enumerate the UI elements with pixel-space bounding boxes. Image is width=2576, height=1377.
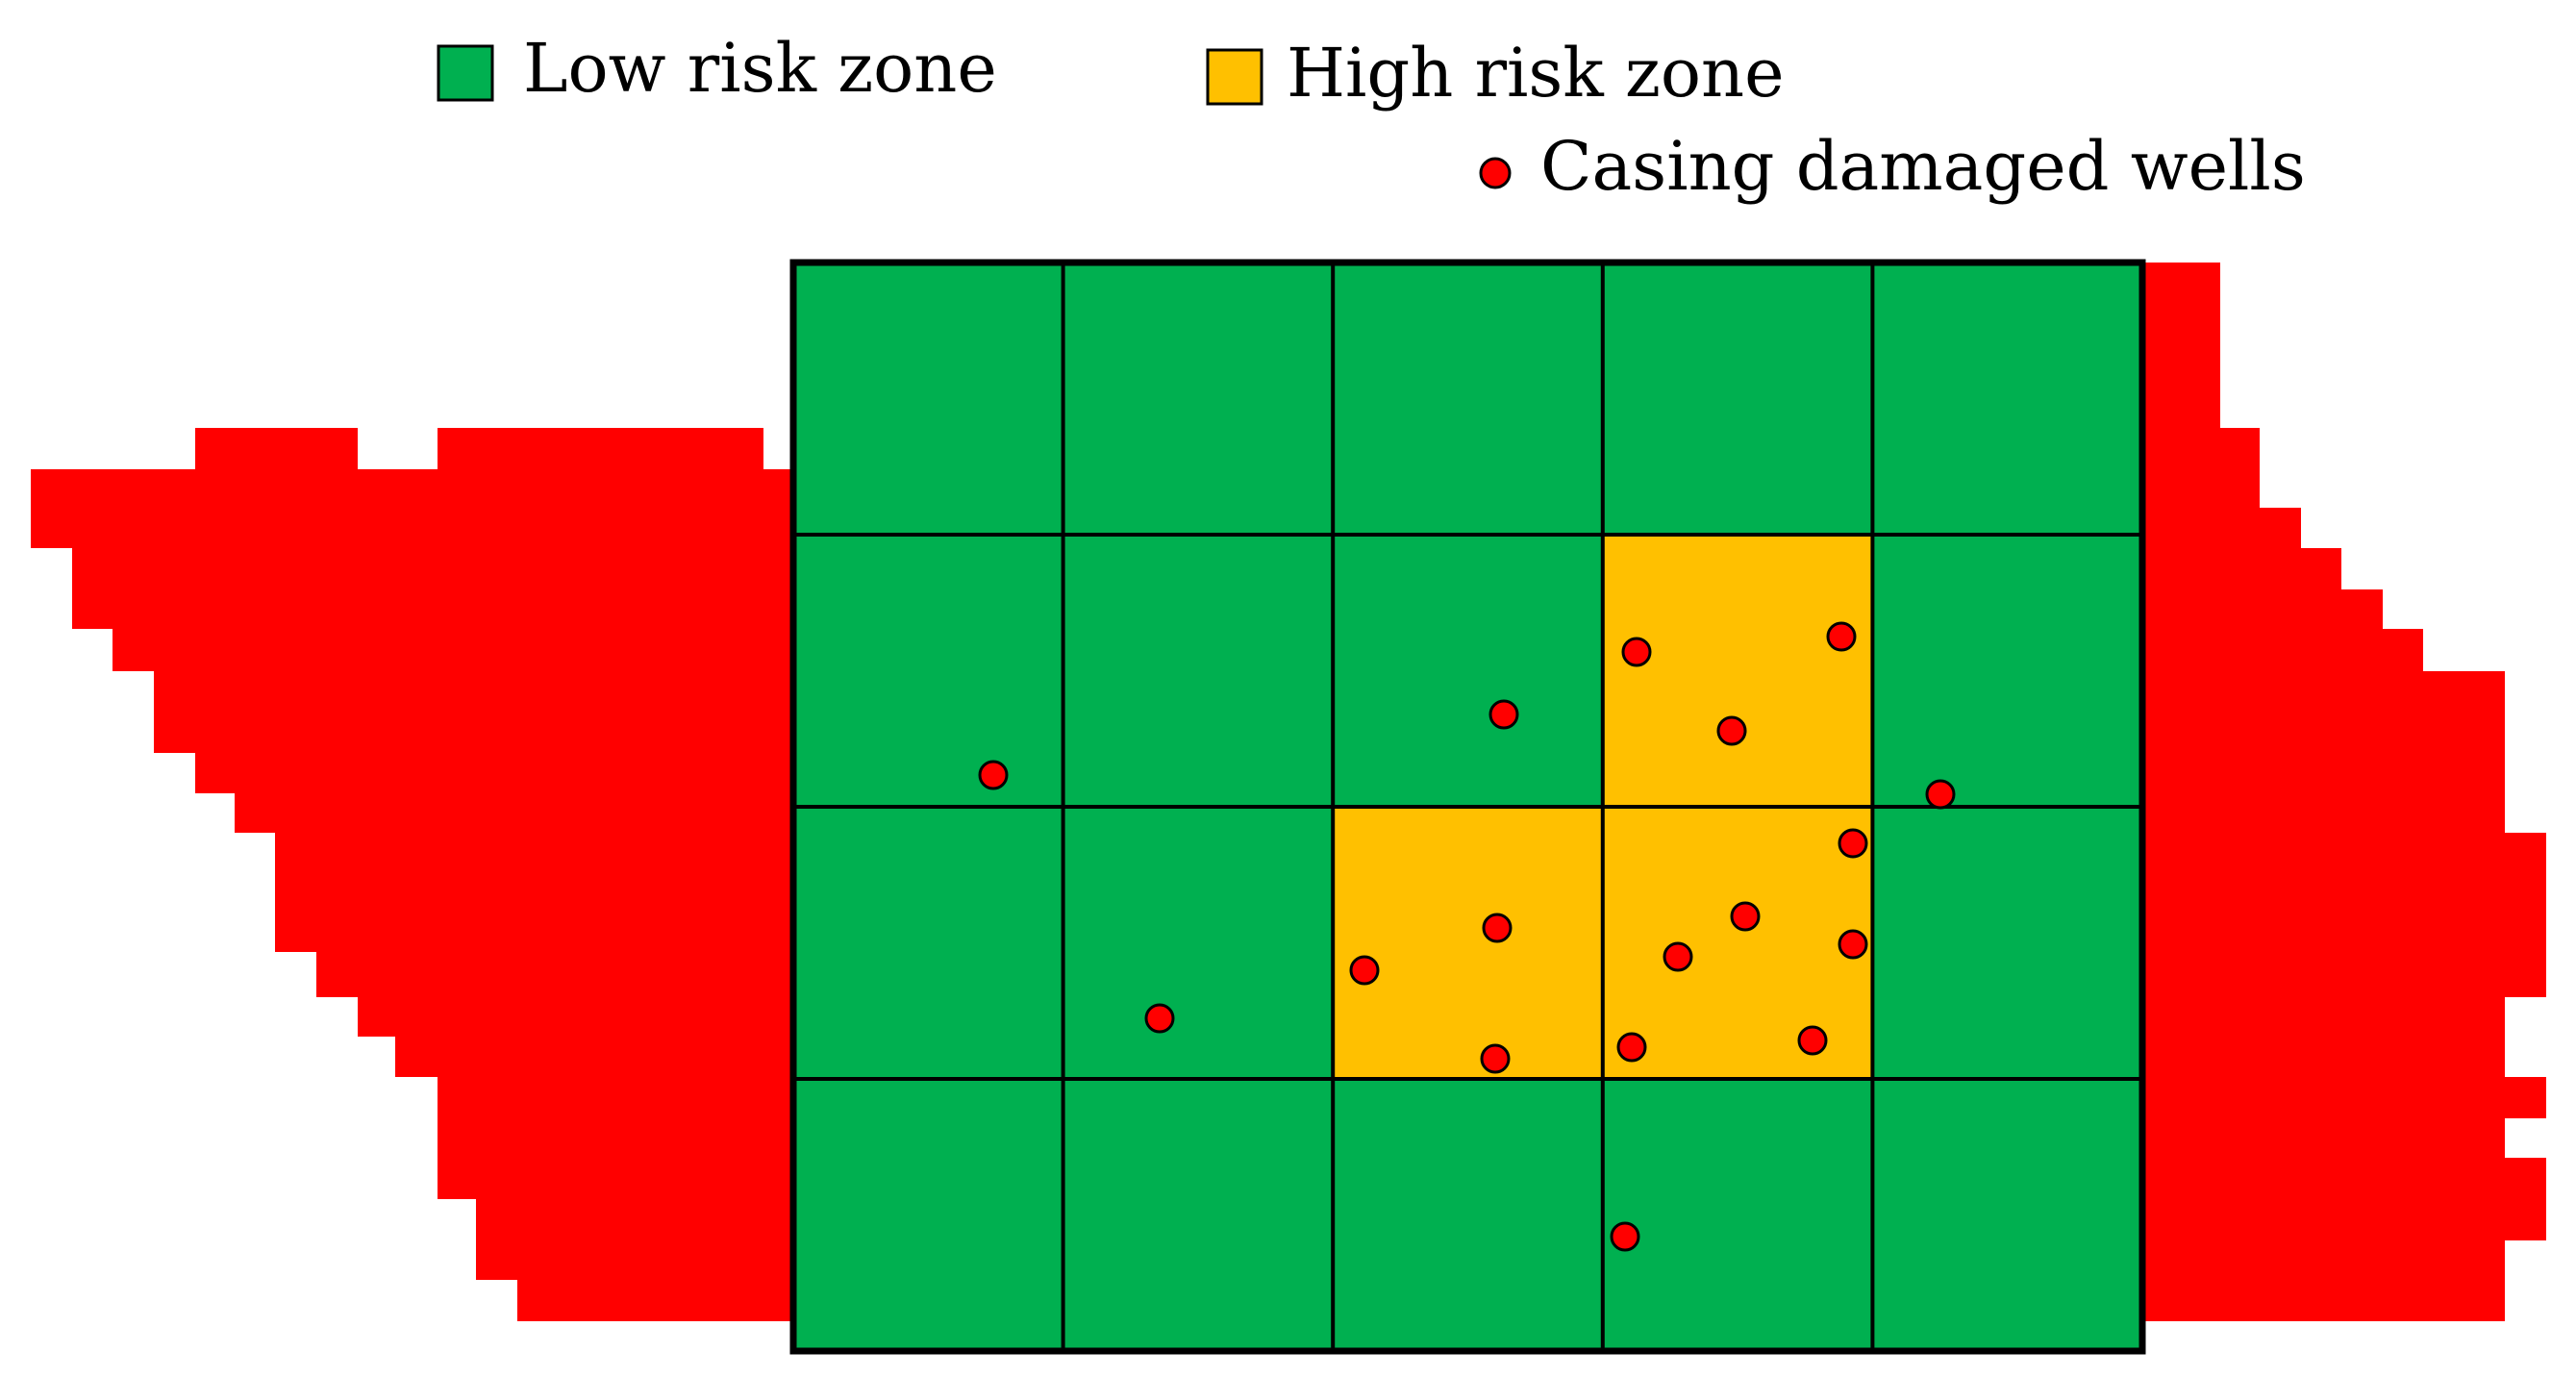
- well-marker: [978, 760, 1009, 790]
- low-risk-cell: [793, 807, 1063, 1079]
- low-risk-cell: [1333, 1079, 1603, 1351]
- legend-high-risk-label: High risk zone: [1287, 34, 1785, 113]
- well-marker: [1616, 1032, 1647, 1063]
- low-risk-cell: [1063, 807, 1334, 1079]
- low-risk-cell: [1602, 263, 1873, 535]
- well-marker: [1349, 955, 1380, 986]
- casing-damaged-wells: [978, 621, 1956, 1252]
- low-risk-cell: [1063, 535, 1334, 807]
- field-region-left: [31, 428, 793, 1321]
- low-risk-cell: [1602, 1079, 1873, 1351]
- low-risk-cell: [793, 1079, 1063, 1351]
- well-marker: [1610, 1221, 1640, 1252]
- high-risk-cell: [1602, 807, 1873, 1079]
- well-marker: [1838, 929, 1868, 960]
- low-risk-cell: [1872, 263, 2142, 535]
- legend-well-marker: [1479, 157, 1512, 189]
- grid-border: [789, 259, 2146, 1355]
- zone-grid-lines: [789, 259, 2146, 1355]
- low-risk-cell: [1333, 263, 1603, 535]
- high-risk-cell: [1602, 535, 1873, 807]
- well-marker: [1482, 913, 1513, 943]
- well-marker: [1730, 901, 1761, 932]
- low-risk-cell: [1063, 263, 1334, 535]
- well-marker: [1925, 779, 1956, 810]
- well-marker: [1826, 621, 1857, 652]
- low-risk-cell: [793, 263, 1063, 535]
- well-marker: [1797, 1025, 1828, 1056]
- well-marker: [1480, 1043, 1511, 1074]
- zone-grid: [793, 263, 2142, 1351]
- legend-high-risk-swatch: [1206, 48, 1263, 106]
- legend: Low risk zone High risk zone Casing dama…: [437, 29, 2306, 206]
- well-marker: [1488, 699, 1519, 730]
- legend-low-risk-swatch: [437, 44, 494, 102]
- well-marker: [1838, 828, 1868, 859]
- high-risk-cell: [1333, 807, 1603, 1079]
- field-region-right: [2135, 263, 2546, 1321]
- legend-low-risk-label: Low risk zone: [523, 29, 997, 108]
- well-marker: [1144, 1003, 1175, 1034]
- low-risk-cell: [1333, 535, 1603, 807]
- well-marker: [1621, 637, 1652, 667]
- low-risk-cell: [1063, 1079, 1334, 1351]
- legend-wells-label: Casing damaged wells: [1540, 127, 2306, 206]
- low-risk-cell: [793, 535, 1063, 807]
- low-risk-cell: [1872, 1079, 2142, 1351]
- well-marker: [1716, 715, 1747, 746]
- well-marker: [1663, 941, 1693, 972]
- low-risk-cell: [1872, 535, 2142, 807]
- low-risk-cell: [1872, 807, 2142, 1079]
